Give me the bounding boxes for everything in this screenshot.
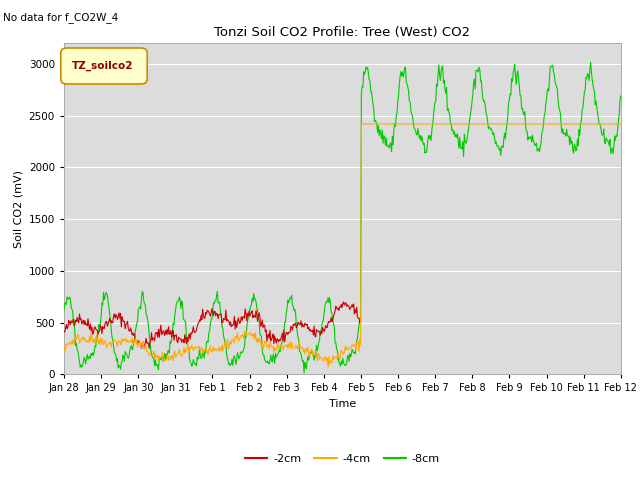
Title: Tonzi Soil CO2 Profile: Tree (West) CO2: Tonzi Soil CO2 Profile: Tree (West) CO2 (214, 26, 470, 39)
Y-axis label: Soil CO2 (mV): Soil CO2 (mV) (13, 170, 23, 248)
Text: TZ_soilco2: TZ_soilco2 (72, 61, 134, 71)
Legend: -2cm, -4cm, -8cm: -2cm, -4cm, -8cm (241, 449, 444, 468)
Text: No data for f_CO2W_4: No data for f_CO2W_4 (3, 12, 118, 23)
X-axis label: Time: Time (329, 399, 356, 409)
